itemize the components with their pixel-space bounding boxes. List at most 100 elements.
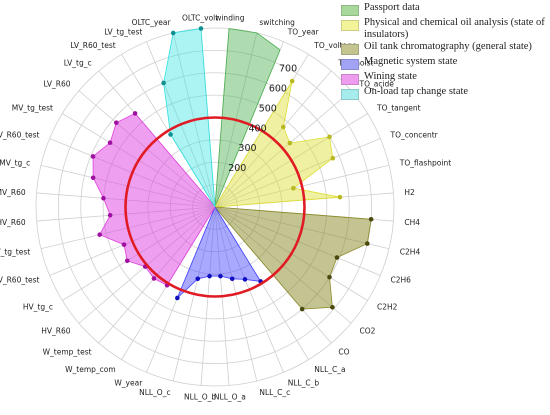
legend-label: Physical and chemical oil analysis (stat… [364,17,545,40]
axis-label: LV_tg_c [64,59,92,68]
data-point [242,277,248,282]
data-point [334,255,340,260]
threshold-circle [124,116,306,298]
axis-label: NLL_O_c [139,388,171,397]
data-point [198,26,204,31]
axis-label: W_temp_test [43,348,92,357]
data-point [207,273,212,279]
data-point [132,111,138,116]
axis-label: W_temp_com [65,365,116,374]
series-area [214,28,281,208]
legend-label: Oil tank chromatography (general state) [364,41,532,52]
radial-tick-label: 400 [249,123,267,134]
data-point [168,132,173,137]
axis-label: C2H6 [391,276,412,285]
axis-label: W_year [114,379,143,388]
series-area [163,28,216,208]
axis-label: HV_tg_test [0,247,30,256]
radar-series [90,26,374,312]
axis-label: switching [259,18,295,27]
data-point [280,124,286,130]
axis-label: NLL_C_a [314,365,345,374]
data-point [170,30,176,36]
legend-item: Oil tank chromatography (general state) [341,41,546,55]
axis-label: H2 [404,188,415,197]
legend-item: Physical and chemical oil analysis (stat… [341,17,546,40]
legend-swatch [341,59,359,70]
axis-label: NLL_O_b [184,392,216,401]
legend-label: Passport data [364,2,420,13]
data-point [368,216,374,222]
data-point [327,134,332,140]
axis-label: TO_year [287,28,320,37]
legend-label: On-load tap change state [364,86,469,97]
axis-label: NLL_C_b [288,379,320,388]
legend-item: Passport data [341,2,546,16]
data-point [229,276,235,282]
legend-label: Wining state [364,71,417,82]
data-point [364,241,370,246]
legend-item: Magnetic system state [341,56,546,70]
data-point [287,140,293,146]
data-point [161,80,166,86]
axis-label: HV_R60 [41,326,71,335]
axis-label: TO_concentr [390,130,439,139]
data-point [90,154,96,159]
data-point [291,185,296,191]
data-point [218,273,223,279]
data-point [97,232,102,237]
data-point [299,306,305,312]
data-point [107,212,113,218]
axis-label: OLTC_volt [182,14,218,23]
radial-tick-label: 600 [269,83,287,94]
axis-label: CO [338,348,349,357]
data-point [175,295,180,301]
data-point [124,258,130,264]
axis-label: CH4 [404,218,420,227]
radial-tick-label: 300 [238,143,256,154]
axis-label: C2H4 [400,247,421,256]
data-point [337,194,343,200]
data-point [195,276,201,282]
axis-label: MV_tg_test [12,104,53,113]
grid-ring [102,94,328,320]
legend-swatch [341,5,359,16]
axis-label: LV_tg_test [104,28,142,37]
legend-item: Wining state [341,71,546,85]
axis-label: MV_R60 [0,188,26,197]
data-point [107,140,113,146]
data-point [121,242,127,247]
axis-label: TO_voltage [313,41,357,50]
radial-tick-label: 500 [259,103,277,114]
data-point [101,195,106,201]
data-point [114,120,119,126]
legend-swatch [341,89,359,100]
radial-tick-label: 200 [228,163,246,174]
axis-label: MV_R60_test [0,130,40,139]
axis-label: OLTC_year [132,18,172,27]
data-point [151,276,157,281]
axis-label: HV_tg_c [23,302,53,311]
data-point [330,155,336,161]
grid-ring [57,49,373,365]
legend-item: On-load tap change state [341,86,546,100]
axis-labels: windingswitchingTO_yearTO_voltageTO_mois… [0,14,451,402]
threshold-circle-layer [124,116,306,298]
radial-tick-labels: 200 300 400 500 600 700 [228,63,297,174]
grid-ring [80,72,350,342]
legend-swatch [341,20,359,31]
axis-label: HV_R60 [0,218,26,227]
axis-label: C2H2 [377,302,398,311]
axis-label: winding [215,14,245,23]
legend: Passport data Physical and chemical oil a… [341,2,546,101]
axis-label: TO_tangent [376,104,421,113]
axis-label: HV_R60_test [0,276,40,285]
grid-ring [35,27,395,387]
data-point [289,78,295,84]
legend-swatch [341,44,359,55]
data-point [330,304,335,310]
axis-label: LV_R60 [44,80,71,89]
axis-label: CO2 [360,326,376,335]
legend-swatch [341,74,359,85]
